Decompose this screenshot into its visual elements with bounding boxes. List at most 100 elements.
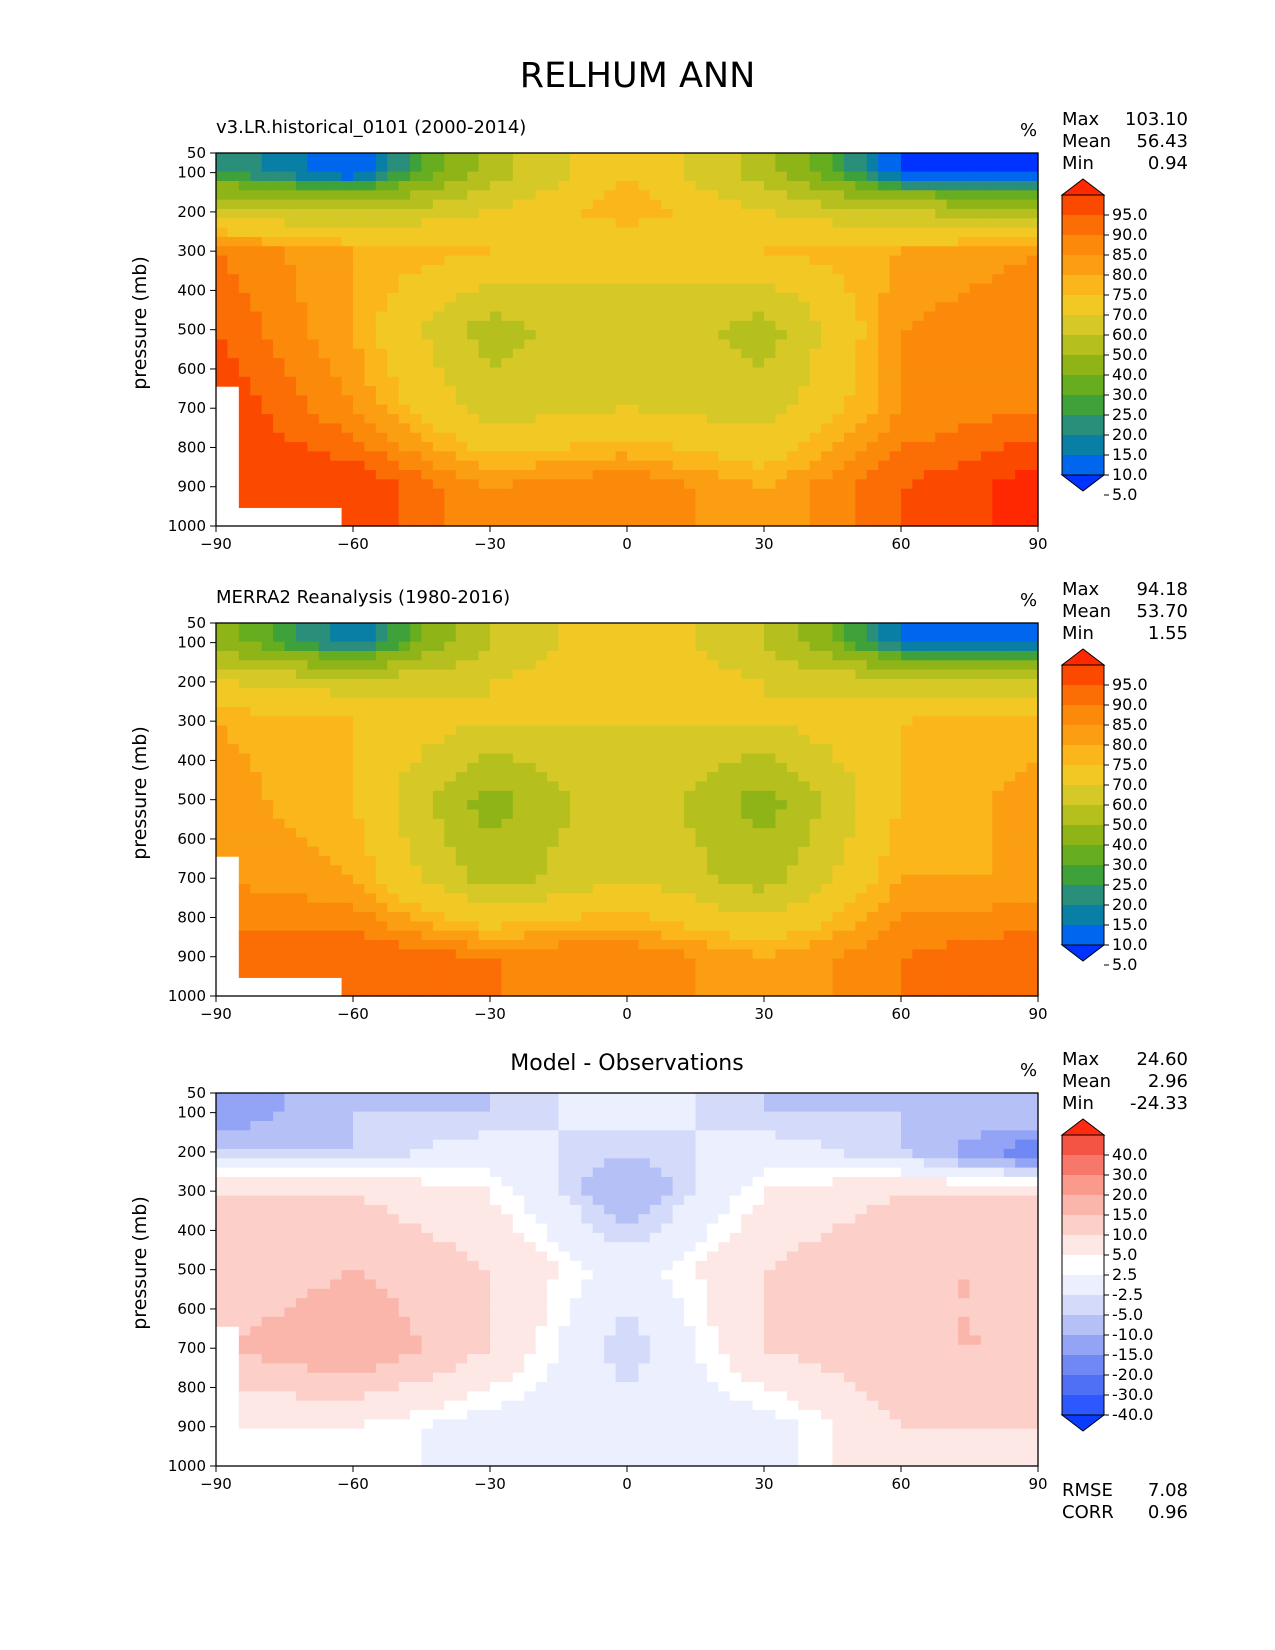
heatmap-cell bbox=[1026, 669, 1039, 680]
heatmap-cell bbox=[547, 180, 560, 191]
heatmap-cell bbox=[535, 470, 548, 480]
heatmap-cell bbox=[250, 292, 263, 303]
heatmap-cell bbox=[912, 320, 925, 331]
heatmap-cell bbox=[627, 706, 640, 717]
heatmap-cell bbox=[387, 292, 400, 303]
heatmap-cell bbox=[558, 800, 571, 811]
units-label: % bbox=[1020, 120, 1038, 141]
heatmap-cell bbox=[273, 190, 286, 201]
heatmap-cell bbox=[1026, 516, 1039, 527]
heatmap-cell bbox=[821, 395, 834, 406]
heatmap-cell bbox=[295, 218, 308, 229]
heatmap-cell bbox=[969, 199, 982, 210]
heatmap-cell bbox=[490, 255, 503, 266]
heatmap-cell bbox=[1003, 180, 1016, 191]
heatmap-cell bbox=[569, 772, 582, 783]
heatmap-cell bbox=[923, 688, 936, 699]
heatmap-cell bbox=[661, 623, 674, 633]
heatmap-cell bbox=[912, 218, 925, 229]
heatmap-cell bbox=[284, 470, 297, 480]
heatmap-cell bbox=[467, 358, 480, 369]
heatmap-cell bbox=[250, 479, 263, 490]
heatmap-cell bbox=[638, 180, 651, 191]
heatmap-cell bbox=[923, 660, 936, 671]
heatmap-cell bbox=[969, 376, 982, 387]
heatmap-cell bbox=[764, 660, 777, 671]
heatmap-cell bbox=[581, 762, 594, 773]
heatmap-cell bbox=[878, 367, 891, 378]
heatmap-cell bbox=[764, 846, 777, 857]
heatmap-cell bbox=[604, 632, 617, 643]
heatmap-cell bbox=[364, 753, 377, 764]
heatmap-cell bbox=[741, 744, 754, 755]
heatmap-cell bbox=[490, 442, 503, 452]
heatmap-cell bbox=[238, 376, 251, 387]
heatmap-cell bbox=[684, 781, 697, 792]
heatmap-cell bbox=[684, 488, 697, 499]
heatmap-cell bbox=[923, 199, 936, 210]
heatmap-cell bbox=[627, 190, 640, 201]
heatmap-cell bbox=[855, 800, 868, 811]
heatmap-cell bbox=[444, 669, 457, 680]
heatmap-cell bbox=[421, 623, 434, 633]
heatmap-cell bbox=[398, 442, 411, 452]
heatmap-cell bbox=[764, 376, 777, 387]
heatmap-cell bbox=[604, 809, 617, 820]
heatmap-cell bbox=[855, 623, 868, 633]
stat-min-label: Min bbox=[1062, 153, 1094, 174]
heatmap-cell bbox=[330, 706, 343, 717]
heatmap-cell bbox=[775, 348, 788, 359]
heatmap-cell bbox=[444, 479, 457, 490]
heatmap-cell bbox=[649, 180, 662, 191]
heatmap-cell bbox=[980, 153, 993, 163]
heatmap-cell bbox=[912, 818, 925, 829]
heatmap-cell bbox=[295, 292, 308, 303]
heatmap-cell bbox=[946, 208, 959, 219]
heatmap-cell bbox=[752, 376, 765, 387]
heatmap-cell bbox=[638, 809, 651, 820]
heatmap-cell bbox=[569, 734, 582, 745]
heatmap-cell bbox=[786, 809, 799, 820]
heatmap-cell bbox=[387, 790, 400, 801]
heatmap-cell bbox=[992, 632, 1005, 643]
stat-min-value: 0.94 bbox=[1147, 153, 1188, 174]
heatmap-cell bbox=[318, 744, 331, 755]
heatmap-cell bbox=[341, 744, 354, 755]
heatmap-cell bbox=[615, 744, 628, 755]
heatmap-cell bbox=[684, 423, 697, 434]
heatmap-cell bbox=[843, 395, 856, 406]
heatmap-cell bbox=[512, 460, 525, 471]
heatmap-cell bbox=[318, 865, 331, 876]
heatmap-cell bbox=[455, 874, 468, 885]
heatmap-cell bbox=[821, 162, 834, 173]
heatmap-cell bbox=[569, 818, 582, 829]
heatmap-cell bbox=[843, 744, 856, 755]
heatmap-cell bbox=[558, 818, 571, 829]
heatmap-cell bbox=[341, 432, 354, 443]
heatmap-cell bbox=[455, 884, 468, 895]
heatmap-cell bbox=[855, 246, 868, 257]
heatmap-cell bbox=[992, 753, 1005, 764]
heatmap-cell bbox=[558, 227, 571, 238]
heatmap-cell bbox=[752, 460, 765, 471]
heatmap-cell bbox=[330, 367, 343, 378]
heatmap-cell bbox=[501, 818, 514, 829]
heatmap-cell bbox=[866, 376, 879, 387]
heatmap-cell bbox=[558, 498, 571, 508]
heatmap-cell bbox=[410, 781, 423, 792]
heatmap-cell bbox=[980, 837, 993, 848]
heatmap-cell bbox=[375, 153, 388, 163]
heatmap-cell bbox=[855, 865, 868, 876]
heatmap-cell bbox=[798, 236, 811, 247]
heatmap-cell bbox=[718, 246, 731, 257]
heatmap-cell bbox=[946, 762, 959, 773]
heatmap-cell bbox=[821, 641, 834, 652]
heatmap-cell bbox=[307, 395, 320, 406]
heatmap-cell bbox=[364, 190, 377, 201]
heatmap-cell bbox=[432, 874, 445, 885]
heatmap-cell bbox=[501, 153, 514, 163]
heatmap-cell bbox=[478, 199, 491, 210]
heatmap-cell bbox=[615, 828, 628, 839]
heatmap-cell bbox=[375, 884, 388, 895]
heatmap-cell bbox=[501, 781, 514, 792]
